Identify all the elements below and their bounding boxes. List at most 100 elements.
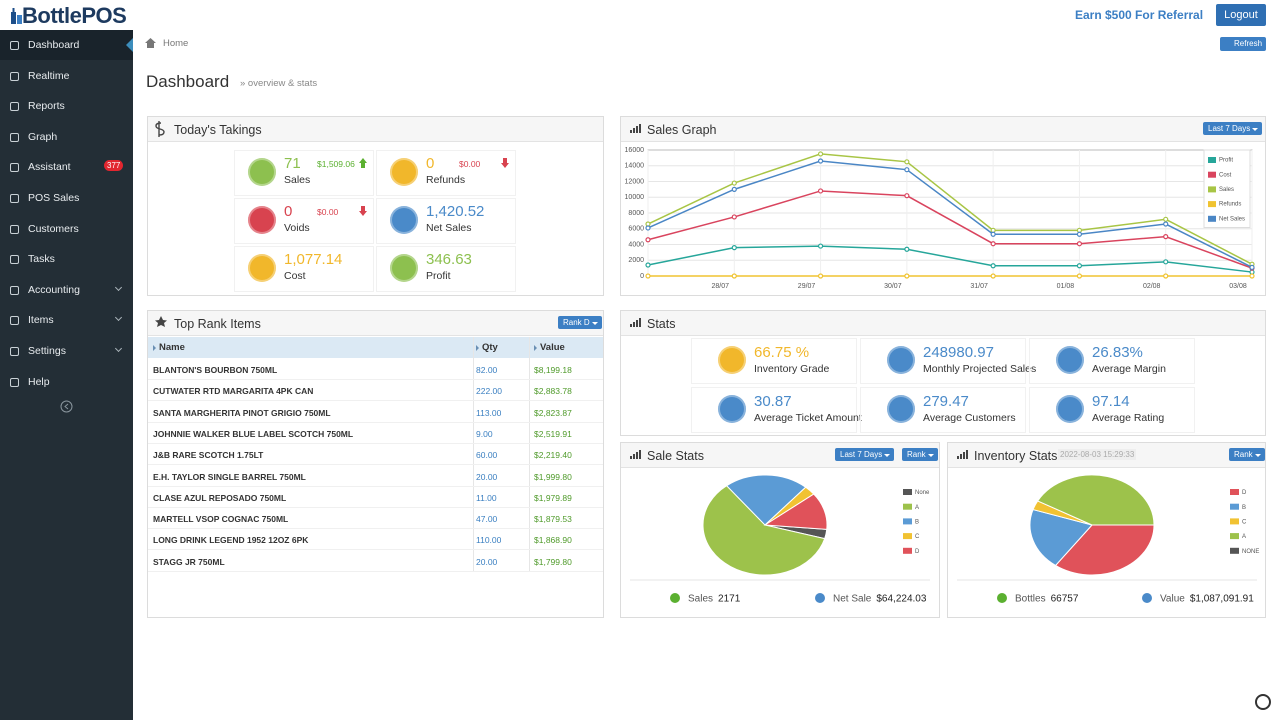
panel-header xyxy=(621,311,1265,336)
panel-header xyxy=(148,117,603,142)
rank-button[interactable]: Rank xyxy=(902,448,938,461)
rank-button[interactable]: Rank D xyxy=(558,316,602,329)
tile-label: Net Sales xyxy=(426,222,472,234)
table-cell: 20.00 xyxy=(476,471,498,482)
nav-item[interactable]: Tasks xyxy=(0,244,133,274)
nav-label: Settings xyxy=(28,345,66,357)
panel-title: Inventory Stats xyxy=(974,449,1058,463)
trend-stem xyxy=(361,206,365,211)
table-cell: 11.00 xyxy=(476,492,497,503)
tile-icon xyxy=(390,254,418,282)
nav-item[interactable]: Settings xyxy=(0,336,133,366)
nav-item[interactable]: Help xyxy=(0,367,133,397)
range-button[interactable]: Last 7 Days xyxy=(835,448,895,461)
nav-item[interactable]: Realtime xyxy=(0,61,133,91)
tile-icon xyxy=(248,206,276,234)
stats-panel: Stats xyxy=(620,310,1266,436)
table-row xyxy=(148,508,603,530)
tile-amount: $0.00 xyxy=(317,207,339,217)
tile-label: Average Ticket Amount xyxy=(754,412,862,424)
nav-icon xyxy=(10,347,19,356)
table-cell: $2,519.91 xyxy=(534,428,572,439)
table-row xyxy=(148,466,603,487)
table-row xyxy=(148,487,603,508)
nav-icon xyxy=(10,194,19,203)
tile-icon xyxy=(390,158,418,186)
tile-value: 0 xyxy=(426,155,435,172)
tile-icon xyxy=(1056,395,1084,423)
inventory-stats-panel: Inventory Stats 2022-08-03 15:29:33 Rank xyxy=(947,442,1266,618)
tile-label: Profit xyxy=(426,270,451,282)
tile-value: 0 xyxy=(284,203,293,220)
refresh-button[interactable]: Refresh xyxy=(1220,37,1266,51)
tile xyxy=(234,150,374,196)
tile xyxy=(860,338,1026,384)
column-header: Name xyxy=(159,342,185,353)
tile xyxy=(234,246,374,292)
table-cell: 113.00 xyxy=(476,407,502,418)
nav-chevron xyxy=(114,283,123,291)
col-divider xyxy=(529,337,530,572)
column-arrow xyxy=(476,345,479,351)
tile-value: 248980.97 xyxy=(923,344,994,361)
panel-header xyxy=(621,117,1265,142)
nav-label: Realtime xyxy=(28,69,70,82)
nav-item[interactable]: Accounting xyxy=(0,275,133,305)
panel-title: Sales Graph xyxy=(647,123,717,137)
trend-arrow xyxy=(501,163,509,168)
breadcrumb[interactable]: Home xyxy=(163,38,189,49)
table-cell: $1,868.90 xyxy=(534,535,572,546)
tile-label: Inventory Grade xyxy=(754,363,830,375)
logo-icon xyxy=(11,8,22,24)
trend-stem xyxy=(503,158,507,163)
range-button[interactable]: Last 7 Days xyxy=(1203,122,1263,135)
nav-icon xyxy=(10,377,19,387)
tile xyxy=(1029,338,1195,384)
logout-button[interactable]: Logout xyxy=(1216,4,1266,26)
nav-item[interactable]: Reports xyxy=(0,91,133,121)
sales-graph-panel: Sales Graph Last 7 Days xyxy=(620,116,1266,296)
collapse-button[interactable] xyxy=(60,400,73,413)
tile-value: 1,420.52 xyxy=(426,203,485,220)
sale-stats-panel: Sale Stats Last 7 Days Rank xyxy=(620,442,940,618)
tile xyxy=(1029,387,1195,433)
tile xyxy=(691,387,857,433)
panel-header xyxy=(148,311,603,336)
nav-item[interactable]: Graph xyxy=(0,122,133,152)
referral-link[interactable]: Earn $500 For Referral xyxy=(1075,8,1204,22)
table-cell: 110.00 xyxy=(476,535,502,546)
table-cell: LONG DRINK LEGEND 1952 12OZ 6PK xyxy=(153,535,309,546)
nav-label: Assistant xyxy=(28,161,71,174)
table-cell: CUTWATER RTD MARGARITA 4PK CAN xyxy=(153,386,314,397)
tile-value: 30.87 xyxy=(754,393,792,410)
top-bar xyxy=(0,0,1280,30)
home-icon xyxy=(145,38,156,48)
nav-item[interactable]: POS Sales xyxy=(0,183,133,213)
tile-icon xyxy=(887,346,915,374)
nav-item[interactable]: Dashboard xyxy=(0,30,133,60)
tile-icon xyxy=(248,158,276,186)
tile xyxy=(376,150,516,196)
nav-item[interactable]: Assistant 377 xyxy=(0,152,133,182)
nav-item[interactable]: Items xyxy=(0,305,133,335)
nav-item[interactable]: Customers xyxy=(0,214,133,244)
col-divider xyxy=(473,337,474,572)
column-header: Qty xyxy=(482,342,498,353)
table-cell: E.H. TAYLOR SINGLE BARREL 750ML xyxy=(153,471,306,482)
column-arrow xyxy=(534,345,537,351)
nav-label: Help xyxy=(28,375,50,388)
table-cell: $2,883.78 xyxy=(534,386,572,397)
panel-title: Today's Takings xyxy=(174,123,262,137)
table-cell: $1,999.80 xyxy=(534,471,572,482)
nav-badge: 377 xyxy=(104,160,124,172)
table-cell: $1,979.89 xyxy=(534,492,572,503)
nav-label: Dashboard xyxy=(28,39,80,51)
nav-label: Reports xyxy=(28,100,65,113)
active-pointer xyxy=(126,38,133,52)
nav-icon xyxy=(10,316,19,326)
tile-label: Cost xyxy=(284,270,306,282)
table-cell: J&B RARE SCOTCH 1.75LT xyxy=(153,450,264,461)
trend-arrow xyxy=(359,211,367,216)
rank-button[interactable]: Rank xyxy=(1229,448,1265,461)
